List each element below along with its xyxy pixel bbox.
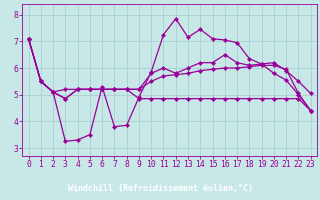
Text: Windchill (Refroidissement éolien,°C): Windchill (Refroidissement éolien,°C) bbox=[68, 184, 252, 193]
